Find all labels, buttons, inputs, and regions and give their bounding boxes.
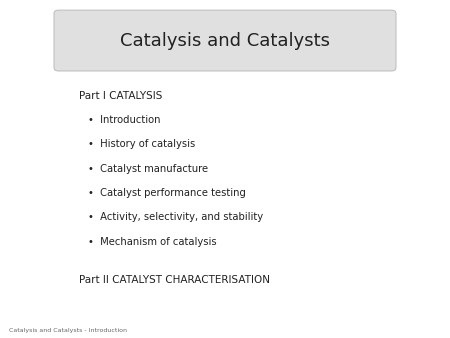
Text: Part I CATALYSIS: Part I CATALYSIS: [79, 91, 162, 101]
Text: Catalysis and Catalysts - Introduction: Catalysis and Catalysts - Introduction: [9, 328, 127, 333]
Text: •  Catalyst performance testing: • Catalyst performance testing: [88, 188, 246, 198]
Text: •  Introduction: • Introduction: [88, 115, 160, 125]
Text: Catalysis and Catalysts: Catalysis and Catalysts: [120, 31, 330, 50]
FancyBboxPatch shape: [54, 10, 396, 71]
Text: •  Activity, selectivity, and stability: • Activity, selectivity, and stability: [88, 212, 263, 222]
Text: Part II CATALYST CHARACTERISATION: Part II CATALYST CHARACTERISATION: [79, 274, 270, 285]
Text: •  Mechanism of catalysis: • Mechanism of catalysis: [88, 237, 216, 247]
Text: •  Catalyst manufacture: • Catalyst manufacture: [88, 164, 208, 174]
Text: •  History of catalysis: • History of catalysis: [88, 139, 195, 149]
